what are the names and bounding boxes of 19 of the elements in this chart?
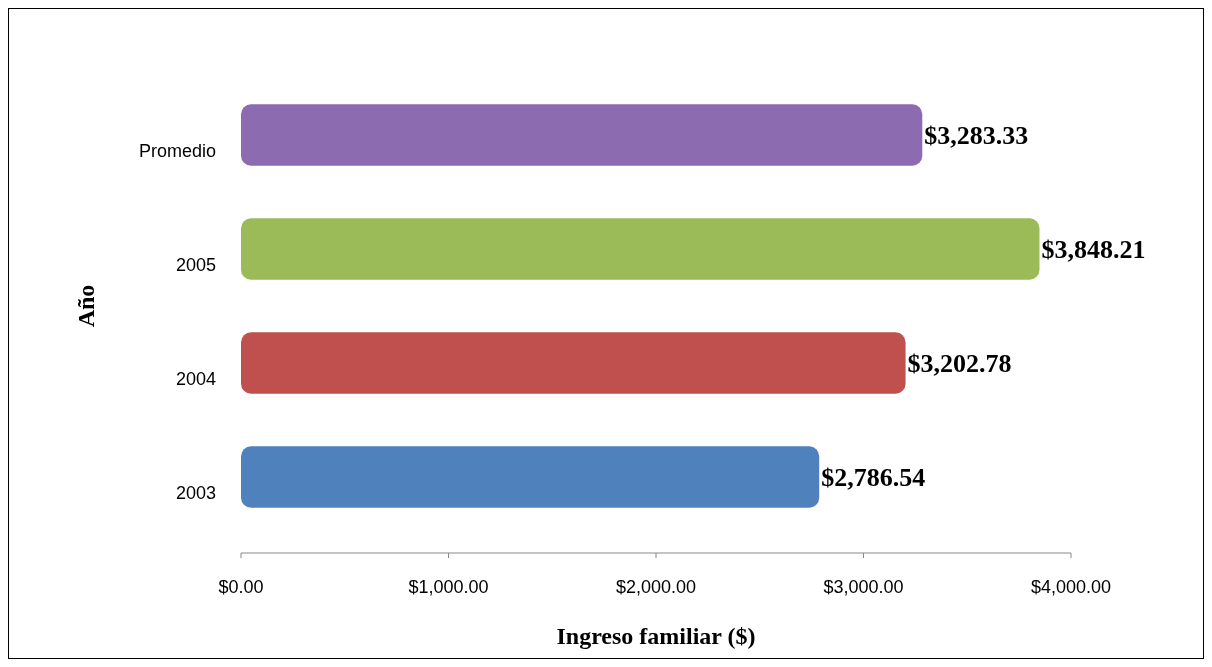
data-label: $3,202.78: [907, 349, 1012, 379]
data-label: $3,283.33: [924, 121, 1029, 151]
x-tick-label: $3,000.00: [823, 577, 904, 597]
y-tick-label: Promedio: [138, 141, 216, 161]
y-axis-title: Año: [73, 284, 99, 328]
bar: [241, 104, 923, 166]
data-label: $2,786.54: [821, 463, 926, 493]
x-tick-label: $4,000.00: [1030, 577, 1112, 597]
x-tick-label: $0.00: [218, 577, 264, 597]
y-tick-label: 2005: [175, 255, 216, 275]
y-tick-label: 2004: [175, 369, 216, 389]
x-axis-title: Ingreso familiar ($): [556, 623, 756, 649]
x-tick-label: $2,000.00: [615, 577, 697, 597]
bar: [241, 218, 1040, 280]
bar: [241, 446, 820, 508]
data-label: $3,848.21: [1041, 235, 1146, 265]
y-tick-label: 2003: [175, 483, 216, 503]
x-tick-label: $1,000.00: [408, 577, 489, 597]
bar: [241, 332, 906, 394]
